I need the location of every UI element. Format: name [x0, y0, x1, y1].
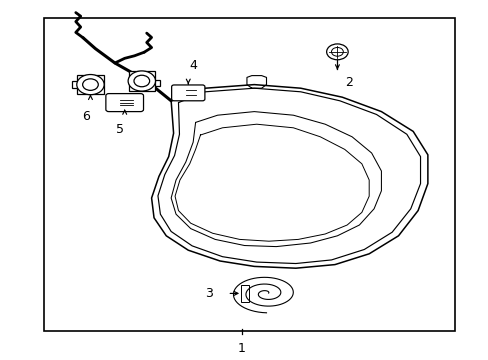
Bar	[44, 18, 454, 331]
Bar	[72, 81, 78, 88]
Text: 1: 1	[238, 342, 245, 355]
Bar	[128, 71, 155, 91]
Text: 2: 2	[344, 76, 352, 89]
FancyBboxPatch shape	[171, 85, 204, 101]
Bar	[154, 80, 160, 86]
FancyBboxPatch shape	[105, 94, 143, 112]
Text: 3: 3	[204, 287, 212, 300]
Text: 5: 5	[116, 123, 123, 136]
Text: 4: 4	[189, 59, 197, 72]
Circle shape	[128, 71, 155, 91]
Circle shape	[77, 75, 104, 95]
Bar	[240, 285, 249, 302]
Bar	[77, 75, 103, 94]
Circle shape	[326, 44, 347, 60]
Text: 6: 6	[81, 110, 89, 123]
